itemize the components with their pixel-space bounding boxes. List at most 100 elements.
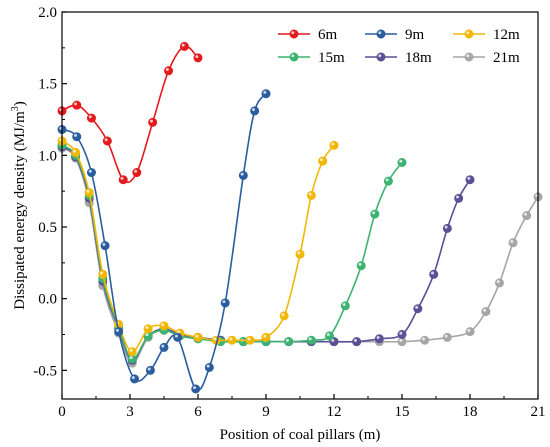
series-layer — [57, 41, 543, 394]
x-tick-label: 3 — [126, 404, 134, 420]
y-tick-label: -0.5 — [33, 363, 57, 379]
data-point — [261, 332, 271, 342]
data-point — [71, 147, 81, 157]
data-point — [306, 190, 316, 200]
y-axis-title-close: ) — [12, 101, 28, 106]
data-point — [374, 334, 384, 344]
data-point — [191, 384, 201, 394]
legend: 6m 9m 12m 15m 18m 21m — [278, 27, 520, 66]
data-point — [143, 324, 153, 334]
data-point — [238, 170, 248, 180]
y-axis-title-main: Dissipated energy density (MJ/m — [12, 111, 28, 310]
data-point — [127, 347, 137, 357]
data-point — [159, 321, 169, 331]
data-point — [143, 331, 153, 341]
series-line-6m — [61, 45, 199, 184]
data-point — [72, 100, 82, 110]
data-point — [324, 331, 334, 341]
data-point — [397, 329, 407, 339]
data-point — [508, 238, 518, 248]
y-tick-label: 2.0 — [38, 5, 57, 21]
legend-label: 9m — [405, 27, 425, 43]
y-tick-label: 0.5 — [38, 220, 57, 236]
x-tick-label: 18 — [463, 404, 478, 420]
data-point — [356, 261, 366, 271]
ticks-layer: 0 3 6 9 12 15 18 21 -0.5 0.0 0.5 1.0 1.5 2.0 — [33, 5, 545, 420]
data-point — [454, 193, 464, 203]
data-point — [413, 304, 423, 314]
data-point — [522, 211, 532, 221]
data-point — [227, 335, 237, 345]
data-point — [118, 175, 128, 185]
data-point — [295, 249, 305, 259]
y-tick-label: 1.0 — [38, 148, 57, 164]
legend-item-6m: 6m — [278, 27, 338, 43]
data-point — [84, 188, 94, 198]
legend-swatch-marker — [376, 52, 386, 62]
y-axis-title: Dissipated energy density (MJ/m3) — [10, 101, 28, 309]
y-axis-title-superscript: 3 — [10, 106, 21, 111]
data-point — [145, 365, 155, 375]
legend-item-21m: 21m — [453, 50, 520, 66]
data-point — [494, 278, 504, 288]
legend-item-12m: 12m — [453, 27, 520, 43]
data-point — [279, 311, 289, 321]
data-point — [173, 332, 183, 342]
legend-label: 21m — [493, 50, 520, 66]
data-point — [220, 298, 230, 308]
data-point — [86, 168, 96, 178]
data-point — [204, 362, 214, 372]
data-point — [98, 269, 108, 279]
y-tick-label: 0.0 — [38, 292, 57, 308]
data-point — [114, 327, 124, 337]
series-9m — [57, 89, 271, 394]
data-point — [383, 176, 393, 186]
data-point — [132, 168, 142, 178]
data-point — [164, 66, 174, 76]
data-point — [397, 158, 407, 168]
x-axis-title: Position of coal pillars (m) — [220, 427, 381, 443]
legend-swatch-marker — [376, 29, 386, 39]
x-tick-label: 12 — [327, 404, 342, 420]
data-point — [86, 113, 96, 123]
legend-label: 6m — [318, 27, 338, 43]
legend-item-18m: 18m — [365, 50, 432, 66]
legend-swatch-marker — [464, 52, 474, 62]
data-point — [148, 117, 158, 127]
data-point — [370, 209, 380, 219]
data-point — [250, 106, 260, 116]
data-point — [442, 332, 452, 342]
data-point — [352, 337, 362, 347]
data-point — [100, 241, 110, 251]
legend-label: 18m — [405, 50, 432, 66]
data-point — [306, 335, 316, 345]
data-point — [284, 337, 294, 347]
data-point — [102, 136, 112, 146]
legend-swatch-marker — [464, 29, 474, 39]
data-point — [245, 335, 255, 345]
data-point — [318, 156, 328, 166]
series-12m — [57, 136, 339, 357]
legend-label: 15m — [318, 50, 345, 66]
data-point — [442, 223, 452, 233]
legend-swatch-marker — [289, 29, 299, 39]
data-point — [159, 342, 169, 352]
x-tick-label: 0 — [58, 404, 66, 420]
y-tick-label: 1.5 — [38, 77, 57, 93]
data-point — [127, 354, 137, 364]
x-tick-label: 6 — [194, 404, 202, 420]
x-tick-label: 15 — [395, 404, 410, 420]
data-point — [465, 175, 475, 185]
legend-item-9m: 9m — [365, 27, 425, 43]
data-point — [72, 132, 82, 142]
data-point — [329, 140, 339, 150]
data-point — [429, 269, 439, 279]
data-point — [481, 307, 491, 317]
data-point — [130, 374, 140, 384]
data-point — [193, 53, 203, 63]
x-tick-label: 21 — [531, 404, 546, 420]
data-point — [193, 332, 203, 342]
legend-label: 12m — [493, 27, 520, 43]
data-point — [261, 89, 271, 99]
